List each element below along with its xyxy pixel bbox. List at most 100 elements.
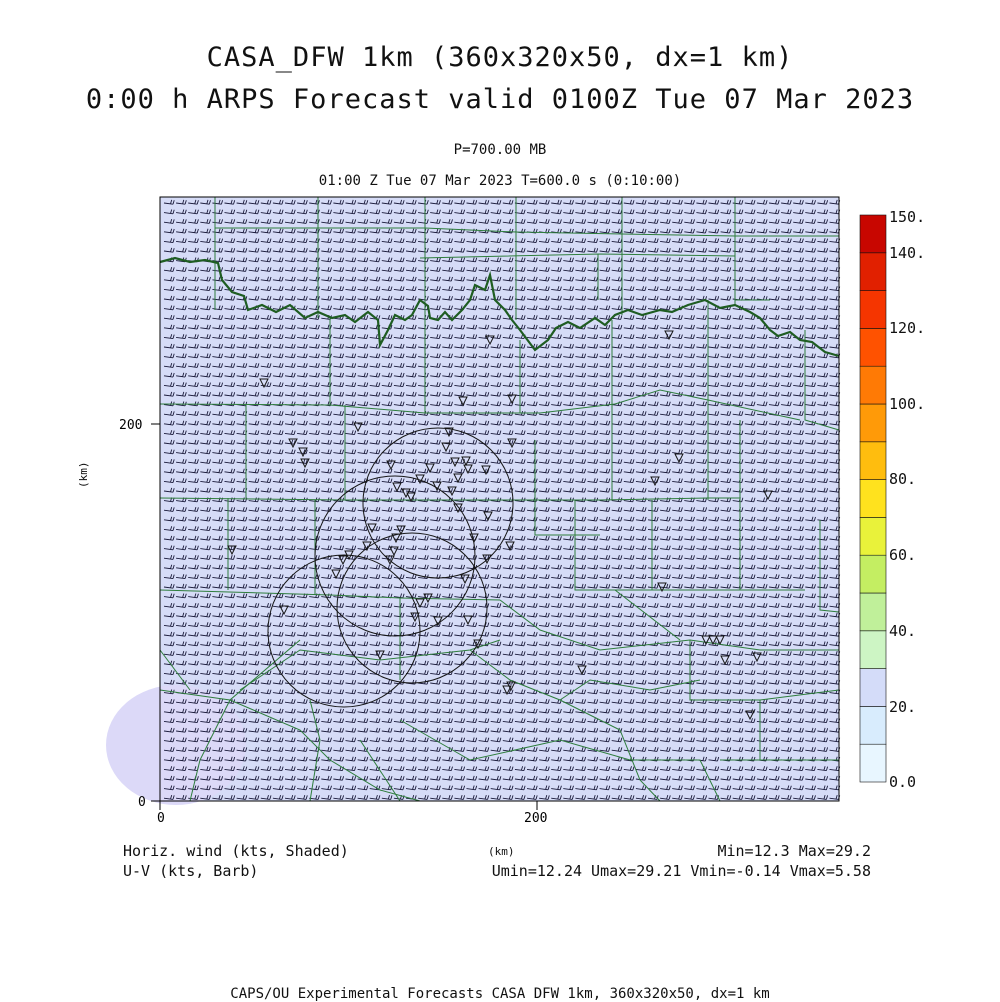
min-max-label: Min=12.3 Max=29.2 bbox=[717, 842, 871, 860]
station-marker bbox=[745, 710, 755, 721]
colorbar-segment bbox=[859, 214, 887, 254]
station-marker bbox=[650, 476, 660, 487]
colorbar-label: 140. bbox=[889, 244, 925, 262]
colorbar-label: 60. bbox=[889, 546, 916, 564]
station-marker bbox=[481, 465, 491, 476]
station-marker bbox=[415, 474, 425, 485]
colorbar-labels: 150. 140. 120. 100. 80. 60. 40. 20. 0.0 bbox=[889, 208, 925, 791]
colorbar-segment bbox=[859, 252, 887, 291]
wind-barb-field bbox=[163, 199, 841, 800]
wind-barbs bbox=[163, 199, 841, 800]
station-marker bbox=[463, 615, 473, 626]
station-marker bbox=[425, 463, 435, 474]
shaded-field-label: Horiz. wind (kts, Shaded) bbox=[123, 842, 349, 860]
station-marker bbox=[453, 473, 463, 484]
colorbar-label: 0.0 bbox=[889, 773, 916, 791]
station-marker bbox=[483, 511, 493, 522]
station-marker bbox=[482, 554, 492, 565]
colorbar-label: 80. bbox=[889, 470, 916, 488]
x-axis-unit: (km) bbox=[488, 845, 515, 858]
station-marker bbox=[460, 574, 470, 585]
station-marker bbox=[344, 550, 354, 561]
colorbar-segment bbox=[859, 706, 887, 745]
station-marker bbox=[664, 330, 674, 341]
station-markers bbox=[227, 330, 773, 721]
station-marker bbox=[458, 396, 468, 407]
uv-range-label: Umin=12.24 Umax=29.21 Vmin=-0.14 Vmax=5.… bbox=[491, 862, 871, 880]
station-marker bbox=[469, 533, 479, 544]
station-marker bbox=[432, 481, 442, 492]
colorbar-segment bbox=[859, 517, 887, 556]
colorbar-label: 150. bbox=[889, 208, 925, 226]
station-marker bbox=[444, 427, 454, 438]
station-marker bbox=[763, 490, 773, 501]
y-tick-0: 0 bbox=[138, 795, 146, 810]
y-tick-200: 200 bbox=[119, 418, 142, 433]
station-marker bbox=[259, 378, 269, 389]
station-marker bbox=[367, 523, 377, 534]
y-axis-unit: (km) bbox=[77, 461, 90, 489]
colorbar-label: 120. bbox=[889, 319, 925, 337]
colorbar-segment bbox=[859, 592, 887, 632]
plot-frame bbox=[159, 196, 840, 802]
station-marker bbox=[331, 569, 341, 580]
footer-credit: CAPS/OU Experimental Forecasts CASA DFW … bbox=[230, 986, 770, 1002]
station-marker bbox=[657, 582, 667, 593]
colorbar-segment bbox=[859, 403, 887, 443]
colorbar-segment bbox=[859, 743, 887, 783]
colorbar-segment bbox=[859, 554, 887, 594]
station-marker bbox=[441, 442, 451, 453]
station-marker bbox=[674, 453, 684, 464]
station-marker bbox=[701, 635, 711, 646]
station-marker bbox=[300, 458, 310, 469]
radar-ring-west bbox=[267, 554, 421, 708]
county-boundaries bbox=[159, 197, 840, 802]
barb-field-label: U-V (kts, Barb) bbox=[123, 862, 259, 880]
station-marker bbox=[227, 545, 237, 556]
station-marker bbox=[375, 650, 385, 661]
colorbar-segment bbox=[859, 328, 887, 367]
station-marker bbox=[396, 525, 406, 536]
station-marker bbox=[406, 492, 416, 503]
colorbar-label: 20. bbox=[889, 698, 916, 716]
colorbar bbox=[859, 214, 887, 783]
colorbar-label: 100. bbox=[889, 395, 925, 413]
colorbar-segment bbox=[859, 441, 887, 480]
colorbar-segment bbox=[859, 290, 887, 329]
station-marker bbox=[279, 605, 289, 616]
station-marker bbox=[415, 598, 425, 609]
forecast-valid-title: 0:00 h ARPS Forecast valid 0100Z Tue 07 … bbox=[85, 84, 915, 115]
red-river-boundary bbox=[159, 256, 840, 358]
station-marker bbox=[447, 486, 457, 497]
station-marker bbox=[338, 555, 348, 566]
station-marker bbox=[506, 681, 516, 692]
station-marker bbox=[720, 655, 730, 666]
radar-ring-east bbox=[336, 532, 488, 684]
station-marker bbox=[392, 482, 402, 493]
colorbar-segment bbox=[859, 630, 887, 669]
plot-title: CASA_DFW 1km (360x320x50, dx=1 km) bbox=[206, 42, 794, 73]
station-marker bbox=[473, 639, 483, 650]
station-marker bbox=[715, 635, 725, 646]
station-marker bbox=[410, 612, 420, 623]
station-marker bbox=[505, 541, 515, 552]
x-tick-200: 200 bbox=[524, 811, 547, 826]
station-marker bbox=[386, 460, 396, 471]
station-marker bbox=[507, 438, 517, 449]
station-marker bbox=[433, 616, 443, 627]
pressure-level-label: P=700.00 MB bbox=[453, 142, 547, 158]
station-marker bbox=[450, 457, 460, 468]
station-marker bbox=[453, 503, 463, 514]
station-marker bbox=[752, 652, 762, 663]
station-marker bbox=[391, 533, 401, 544]
time-subtitle: 01:00 Z Tue 07 Mar 2023 T=600.0 s (0:10:… bbox=[318, 173, 682, 189]
radar-ring-north bbox=[362, 427, 514, 579]
station-marker bbox=[353, 422, 363, 433]
station-marker bbox=[461, 456, 471, 467]
radar-range-rings bbox=[267, 427, 514, 708]
station-marker bbox=[507, 394, 517, 405]
station-marker bbox=[389, 546, 399, 557]
station-marker bbox=[362, 541, 372, 552]
station-marker bbox=[485, 335, 495, 346]
